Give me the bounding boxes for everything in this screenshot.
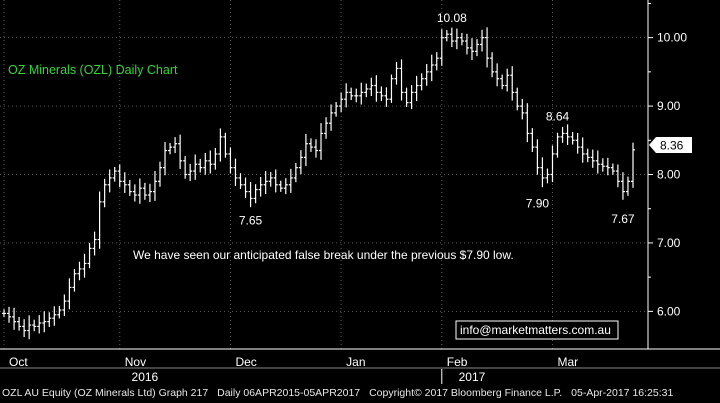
- price-label: 10.08: [437, 11, 467, 25]
- x-month-label: Oct: [9, 355, 28, 369]
- x-month-label: Mar: [557, 355, 578, 369]
- footer-bar: OZL AU Equity (OZ Minerals Ltd) Graph 21…: [0, 384, 720, 403]
- price-chart: 6.00 7.00 8.00 9.00 10.00 Oct Nov Dec Jan Feb Mar…: [0, 0, 720, 384]
- y-tick-label: 7.00: [657, 236, 681, 250]
- chart-annotation: We have seen our anticipated false break…: [133, 248, 514, 262]
- footer-copyright: Copyright© 2017 Bloomberg Finance L.P.: [369, 387, 563, 399]
- price-label: 8.64: [546, 110, 570, 124]
- chart-title: OZ Minerals (OZL) Daily Chart: [8, 63, 178, 77]
- x-month-label: Dec: [235, 355, 256, 369]
- x-year-label: 2017: [459, 370, 486, 384]
- x-month-label: Feb: [447, 355, 468, 369]
- price-annotations: 10.08 8.64 7.65 7.90 7.67: [239, 11, 635, 227]
- footer-ticker: OZL AU Equity (OZ Minerals Ltd) Graph 21…: [2, 387, 209, 399]
- y-tick-label: 9.00: [657, 99, 681, 113]
- y-tick-label: 8.00: [657, 168, 681, 182]
- x-month-label: Nov: [125, 355, 146, 369]
- price-label: 7.90: [526, 196, 550, 210]
- grid-lines: [0, 0, 648, 349]
- footer-range: Daily 06APR2015-05APR2017: [217, 387, 361, 399]
- ohlc-bars: [2, 27, 635, 340]
- x-year-label: 2016: [132, 370, 159, 384]
- y-axis: 6.00 7.00 8.00 9.00 10.00: [647, 0, 687, 349]
- contact-box: [455, 320, 619, 340]
- x-month-label: Jan: [346, 355, 365, 369]
- y-tick-label: 10.00: [657, 31, 687, 45]
- x-axis: Oct Nov Dec Jan Feb Mar 2016 2017: [0, 348, 720, 384]
- last-price-label: 8.36: [660, 139, 684, 153]
- y-tick-label: 6.00: [657, 304, 681, 318]
- price-label: 7.65: [239, 213, 263, 227]
- price-label: 7.67: [611, 212, 635, 226]
- last-price-marker: [649, 137, 692, 153]
- footer-timestamp: 05-Apr-2017 16:25:31: [571, 387, 674, 399]
- contact-email[interactable]: info@marketmatters.com.au: [460, 323, 611, 337]
